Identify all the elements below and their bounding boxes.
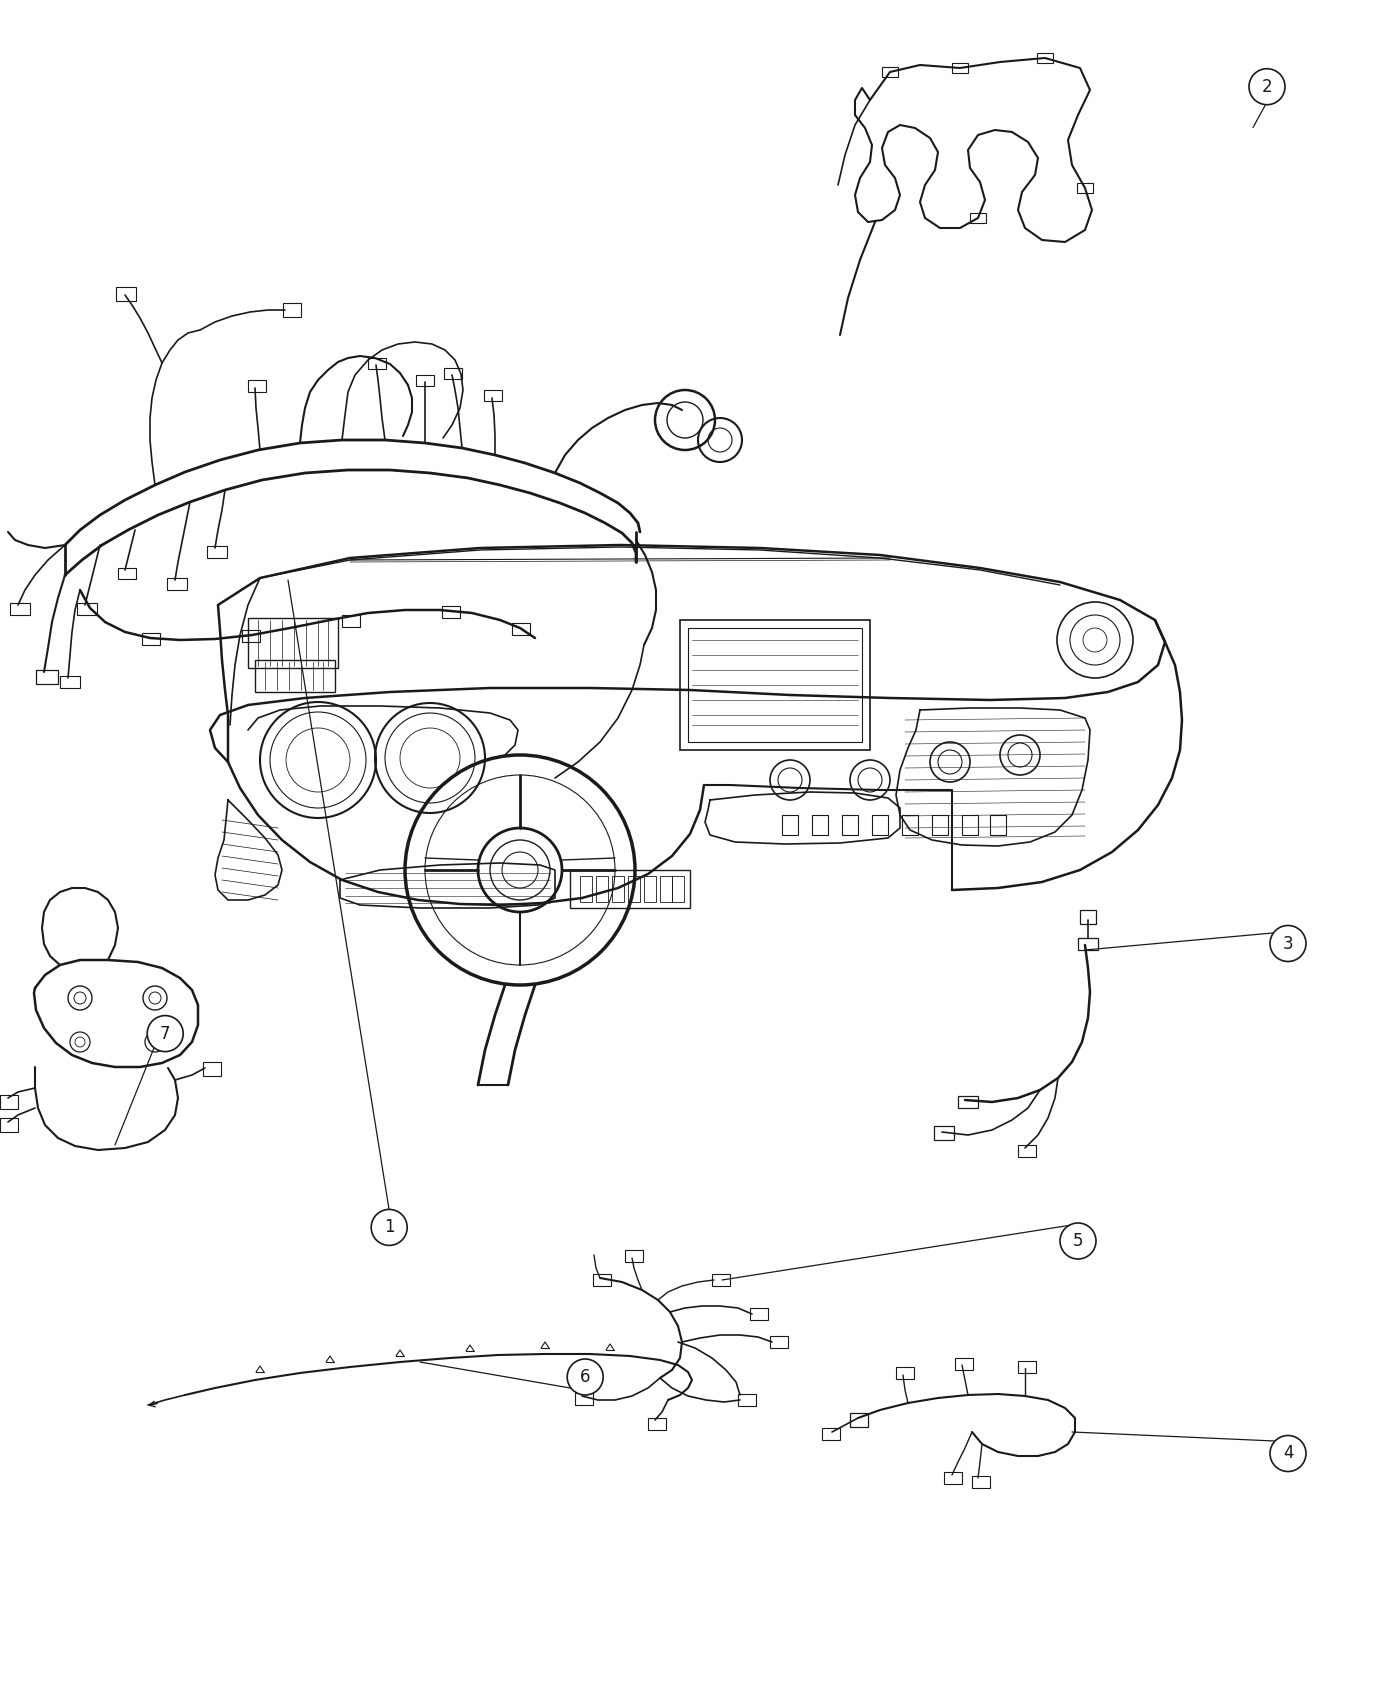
Bar [1018,1362,1036,1374]
Bar [958,1096,979,1108]
Circle shape [147,1015,183,1052]
Bar [850,1413,868,1426]
Bar [872,814,888,835]
Bar [248,381,266,393]
Bar [203,1062,221,1076]
Text: 6: 6 [580,1368,591,1385]
Bar [570,870,690,908]
Text: 7: 7 [160,1025,171,1042]
Bar [255,660,335,692]
Bar [972,1476,990,1488]
Bar [659,876,672,903]
Text: 1: 1 [384,1219,395,1236]
Text: 4: 4 [1282,1445,1294,1462]
Bar [612,876,624,903]
Bar [116,287,136,301]
Bar [368,359,386,369]
Bar [512,622,531,636]
Bar [1018,1146,1036,1158]
Bar [207,546,227,558]
Bar [1079,910,1096,925]
Bar [580,876,592,903]
Bar [738,1394,756,1406]
Bar [484,389,503,401]
Bar [0,1095,18,1108]
Bar [141,632,160,644]
Bar [1078,938,1098,950]
Bar [750,1307,769,1319]
Bar [648,1418,666,1430]
Bar [644,876,657,903]
Bar [248,619,337,668]
Bar [822,1428,840,1440]
Text: 5: 5 [1072,1232,1084,1250]
Circle shape [1060,1222,1096,1260]
Circle shape [1249,68,1285,105]
Bar [672,876,685,903]
Bar [812,814,827,835]
Bar [416,376,434,386]
Bar [990,814,1007,835]
Bar [902,814,918,835]
Bar [934,1125,953,1141]
Bar [680,620,869,750]
Bar [841,814,858,835]
Bar [896,1367,914,1379]
Bar [955,1358,973,1370]
Bar [882,66,897,76]
Bar [1037,53,1053,63]
Bar [283,303,301,316]
Bar [687,627,862,741]
Bar [575,1392,594,1404]
Bar [36,670,57,683]
Bar [60,677,80,688]
Bar [596,876,608,903]
Circle shape [371,1209,407,1246]
Bar [444,367,462,379]
Bar [624,1250,643,1261]
Circle shape [1270,1435,1306,1472]
Bar [629,876,640,903]
Bar [952,63,967,73]
Bar [442,605,461,619]
Bar [0,1119,18,1132]
Bar [342,615,360,627]
Bar [770,1336,788,1348]
Bar [713,1273,729,1285]
Bar [962,814,979,835]
Bar [167,578,188,590]
Circle shape [1270,925,1306,962]
Bar [944,1472,962,1484]
Bar [118,568,136,580]
Bar [594,1273,610,1285]
Bar [970,212,986,223]
Bar [1077,184,1093,194]
Text: 3: 3 [1282,935,1294,952]
Bar [783,814,798,835]
Text: 2: 2 [1261,78,1273,95]
Bar [932,814,948,835]
Bar [242,631,260,643]
Circle shape [567,1358,603,1396]
Bar [77,604,97,615]
Bar [10,604,29,615]
